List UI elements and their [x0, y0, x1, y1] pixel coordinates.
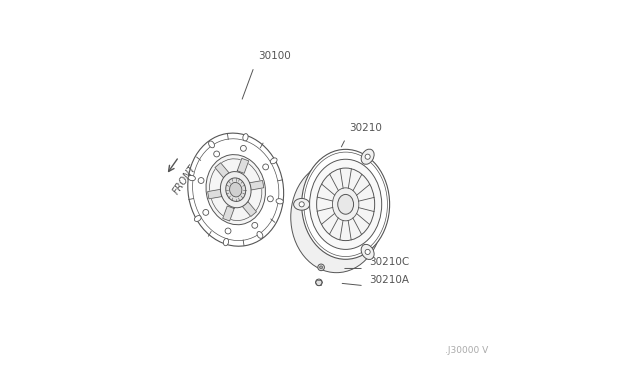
Polygon shape — [207, 189, 222, 199]
Ellipse shape — [206, 155, 266, 225]
Polygon shape — [215, 163, 229, 178]
Circle shape — [268, 196, 273, 202]
Circle shape — [198, 177, 204, 183]
Ellipse shape — [361, 244, 374, 260]
Ellipse shape — [294, 198, 310, 210]
Ellipse shape — [220, 171, 251, 208]
Ellipse shape — [338, 195, 353, 214]
Circle shape — [299, 202, 304, 207]
Ellipse shape — [193, 139, 279, 241]
Polygon shape — [250, 180, 264, 190]
Circle shape — [203, 209, 209, 215]
Circle shape — [214, 151, 220, 157]
Circle shape — [316, 279, 322, 286]
Ellipse shape — [195, 216, 201, 221]
Ellipse shape — [270, 158, 277, 164]
Circle shape — [365, 154, 370, 159]
Circle shape — [225, 228, 231, 234]
Text: 30100: 30100 — [258, 51, 291, 61]
Ellipse shape — [276, 199, 284, 204]
Text: 30210A: 30210A — [369, 275, 410, 285]
Ellipse shape — [243, 134, 248, 141]
Circle shape — [262, 164, 269, 170]
Text: 30210: 30210 — [349, 123, 382, 133]
Ellipse shape — [188, 176, 195, 181]
Ellipse shape — [226, 178, 246, 201]
Circle shape — [252, 222, 258, 228]
Ellipse shape — [310, 159, 381, 249]
Text: .J30000 V: .J30000 V — [445, 346, 488, 355]
Circle shape — [365, 249, 370, 254]
Polygon shape — [223, 206, 234, 221]
Circle shape — [318, 264, 324, 271]
Circle shape — [319, 266, 323, 269]
Text: 30210C: 30210C — [369, 257, 410, 267]
Ellipse shape — [332, 188, 359, 221]
Ellipse shape — [223, 238, 228, 246]
Circle shape — [241, 145, 246, 151]
Ellipse shape — [209, 141, 214, 148]
Ellipse shape — [230, 182, 242, 197]
Ellipse shape — [317, 168, 374, 241]
Text: FRONT: FRONT — [171, 163, 198, 196]
Ellipse shape — [257, 231, 263, 238]
Ellipse shape — [188, 133, 284, 246]
Ellipse shape — [301, 149, 390, 259]
Ellipse shape — [209, 159, 262, 221]
Polygon shape — [243, 202, 257, 217]
Ellipse shape — [291, 161, 382, 273]
Polygon shape — [237, 158, 249, 173]
Ellipse shape — [304, 152, 387, 257]
Ellipse shape — [361, 149, 374, 164]
